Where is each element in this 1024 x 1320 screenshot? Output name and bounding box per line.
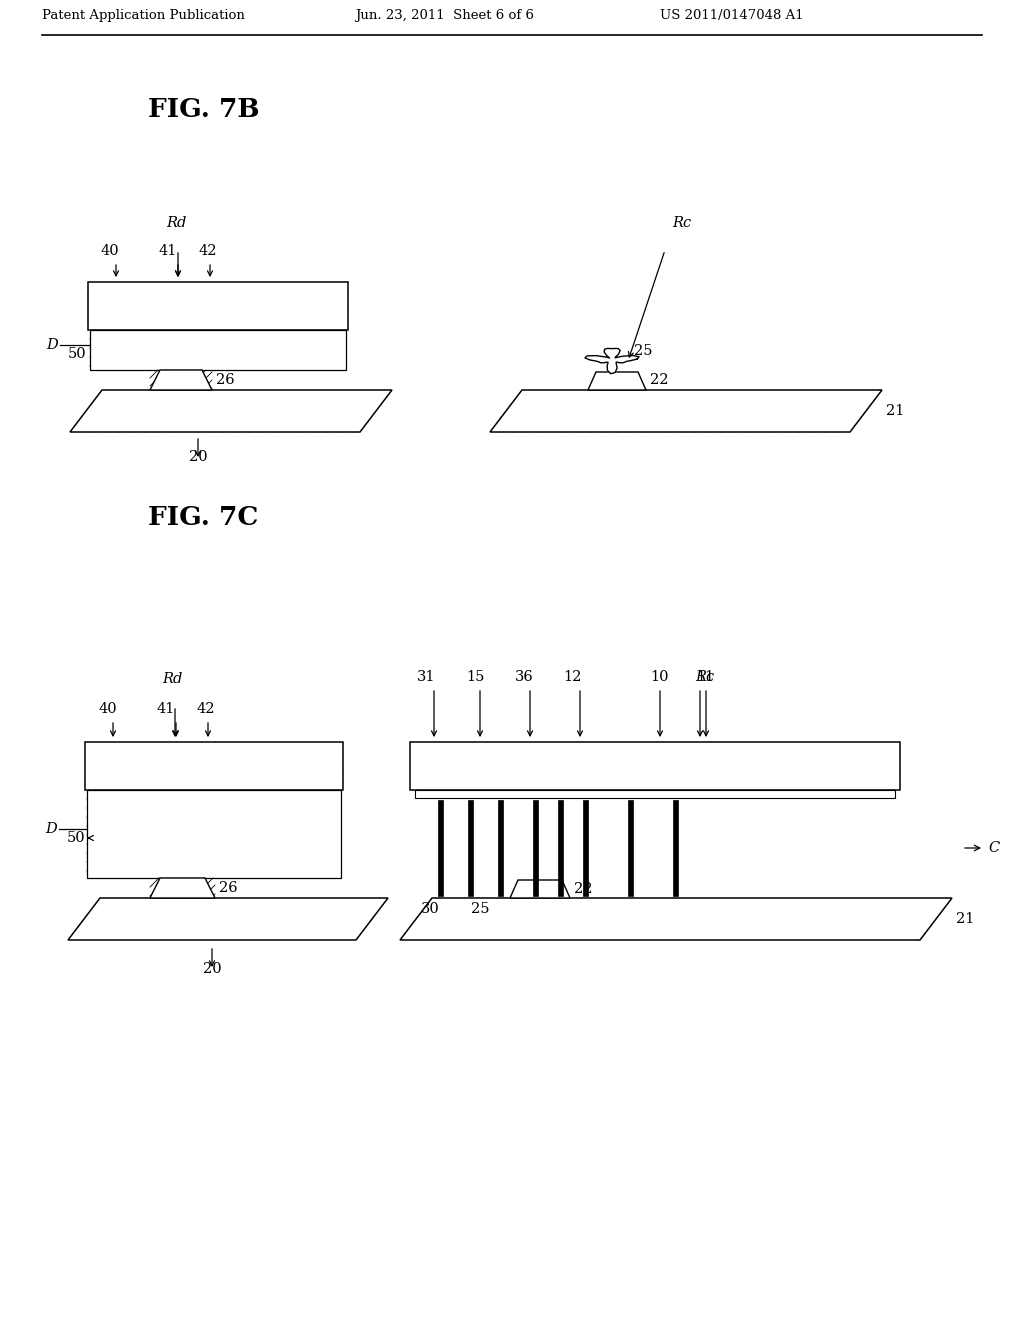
Text: 22: 22 — [650, 374, 669, 387]
Text: Rd: Rd — [166, 216, 186, 230]
Polygon shape — [585, 348, 639, 374]
Text: D: D — [45, 822, 57, 836]
Text: 26: 26 — [219, 880, 238, 895]
Text: 15: 15 — [466, 671, 484, 684]
Polygon shape — [68, 898, 388, 940]
Text: 20: 20 — [203, 962, 221, 975]
Text: 50: 50 — [67, 832, 86, 845]
Text: Rc: Rc — [695, 671, 715, 684]
Polygon shape — [588, 372, 646, 389]
Bar — [534, 800, 538, 896]
Text: C: C — [988, 841, 999, 855]
Bar — [583, 800, 588, 896]
Text: 41: 41 — [157, 702, 175, 715]
Text: 20: 20 — [188, 450, 207, 465]
Text: 31: 31 — [417, 671, 435, 684]
Text: Patent Application Publication: Patent Application Publication — [42, 9, 245, 22]
Text: 21: 21 — [956, 912, 975, 927]
Text: 30: 30 — [421, 902, 439, 916]
Text: 40: 40 — [100, 244, 120, 257]
Text: 50: 50 — [68, 347, 87, 360]
Bar — [468, 800, 473, 896]
Polygon shape — [150, 370, 212, 389]
Text: 11: 11 — [696, 671, 714, 684]
Bar — [90, 330, 346, 370]
Text: 10: 10 — [650, 671, 670, 684]
Text: 26: 26 — [216, 374, 234, 387]
Polygon shape — [70, 389, 392, 432]
Text: 42: 42 — [199, 244, 217, 257]
Text: 40: 40 — [98, 702, 118, 715]
Text: 41: 41 — [159, 244, 177, 257]
Text: 42: 42 — [197, 702, 215, 715]
Polygon shape — [150, 878, 215, 898]
Text: US 2011/0147048 A1: US 2011/0147048 A1 — [660, 9, 804, 22]
Text: D: D — [46, 338, 58, 352]
Text: 36: 36 — [515, 671, 534, 684]
Text: FIG. 7B: FIG. 7B — [148, 96, 260, 121]
Text: 12: 12 — [563, 671, 582, 684]
Bar — [498, 800, 503, 896]
Text: 21: 21 — [886, 404, 904, 418]
Text: Rc: Rc — [672, 216, 691, 230]
Text: FIG. 7C: FIG. 7C — [148, 506, 258, 531]
Bar — [558, 800, 563, 896]
Bar — [415, 789, 895, 799]
Bar — [628, 800, 633, 896]
Text: 22: 22 — [574, 882, 593, 896]
Polygon shape — [510, 880, 570, 898]
Bar — [673, 800, 678, 896]
Text: Jun. 23, 2011  Sheet 6 of 6: Jun. 23, 2011 Sheet 6 of 6 — [355, 9, 534, 22]
Bar — [410, 742, 900, 789]
Bar — [438, 800, 443, 896]
Text: 25: 25 — [634, 345, 652, 358]
Polygon shape — [490, 389, 882, 432]
Bar — [85, 742, 343, 789]
Bar — [87, 789, 341, 878]
Text: 25: 25 — [471, 902, 489, 916]
Text: Rd: Rd — [162, 672, 182, 686]
Polygon shape — [400, 898, 952, 940]
Bar — [88, 282, 348, 330]
